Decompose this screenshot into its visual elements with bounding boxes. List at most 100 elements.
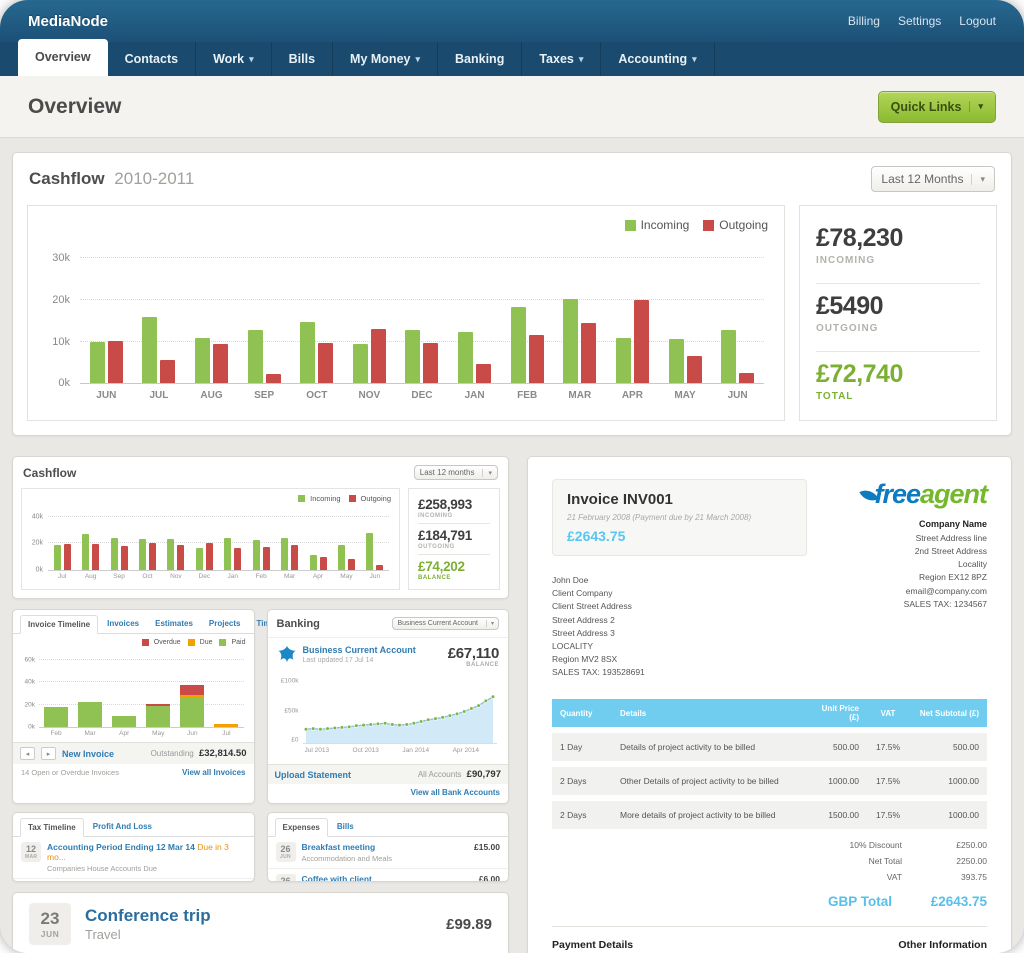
all-accounts-label: All Accounts [417, 770, 462, 779]
table-cell: 17.5% [867, 801, 909, 830]
tab-bills[interactable]: Bills [272, 42, 334, 76]
cashflow-title-text: Cashflow [29, 169, 105, 188]
bar-outgoing [265, 373, 281, 383]
bar-group: Feb [247, 509, 275, 580]
bar-incoming [563, 299, 579, 383]
tab-taxes[interactable]: Taxes ▾ [522, 42, 602, 76]
banking-account-select[interactable]: Business Current Account ▾ [392, 617, 499, 630]
legend-item-incoming: Incoming [298, 494, 341, 503]
new-invoice-link[interactable]: New Invoice [62, 748, 115, 759]
y-axis-label: 20k [24, 701, 35, 709]
view-all-bank-accounts-link[interactable]: View all Bank Accounts [410, 788, 500, 797]
bar-group: Jul [48, 509, 76, 580]
invoice-timeline-panel: Invoice Timeline Invoices Estimates Project… [12, 609, 293, 804]
bar-outgoing [376, 564, 384, 570]
list-item-title-link[interactable]: Accounting Period Ending 12 Mar 14 Due i… [47, 842, 229, 862]
client-address-line: Region MV2 8SX [552, 654, 618, 665]
tab-work[interactable]: Work ▾ [196, 42, 272, 76]
totals-row: 10% Discount £250.00 [552, 837, 987, 853]
bank-eagle-icon [277, 646, 296, 663]
x-axis-label: Oct [142, 573, 153, 580]
next-icon[interactable]: ▸ [41, 747, 56, 760]
list-item-title-link[interactable]: Breakfast meeting [301, 842, 376, 852]
bar-pair [76, 509, 104, 570]
legend-label: Overdue [153, 639, 181, 646]
summary-total: £72,740 TOTAL [816, 350, 980, 410]
tab-profit-and-loss[interactable]: Profit And Loss [92, 822, 152, 831]
quick-links-button[interactable]: Quick Links ▾ [877, 90, 996, 123]
bar-outgoing [291, 545, 299, 570]
tab-projects[interactable]: Projects [208, 619, 241, 628]
bar-pair [133, 246, 186, 383]
right-column: Invoice INV001 21 February 2008 (Payment… [527, 456, 1012, 953]
bar-pair [275, 509, 303, 570]
tab-overview[interactable]: Overview [18, 39, 108, 76]
segment-due [214, 723, 239, 727]
date-day: 12 [26, 844, 37, 854]
x-axis-label: JUN [96, 390, 117, 401]
main-tabbar: Overview Contacts Work ▾ Bills My Money ▾ Banki… [0, 39, 1024, 76]
view-all-invoices-link[interactable]: View all Invoices [182, 768, 246, 777]
banking-x-labels: Jul 2013 Oct 2013 Jan 2014 Apr 2014 [303, 744, 498, 758]
x-axis-label: Feb [50, 730, 62, 737]
tab-accounting[interactable]: Accounting ▾ [601, 42, 715, 76]
invoice-top: Invoice INV001 21 February 2008 (Payment… [552, 479, 988, 679]
mini-cashflow-range-select[interactable]: Last 12 months ▾ [413, 465, 498, 480]
summary-label: OUTGOING [418, 544, 455, 550]
legend-swatch [219, 639, 227, 646]
navbar-link-billing[interactable]: Billing [847, 14, 880, 28]
legend-label: Outgoing [719, 218, 768, 232]
stacked-bar [44, 654, 69, 727]
tab-invoice-timeline[interactable]: Invoice Timeline [20, 615, 99, 634]
tab-expenses[interactable]: Expenses [274, 818, 328, 837]
bar-outgoing [177, 544, 185, 570]
quick-links-label: Quick Links [890, 99, 962, 114]
legend-item-outgoing: Outgoing [703, 218, 768, 232]
payment-details-title: Payment Details [552, 939, 634, 952]
summary-value: £72,740 [816, 359, 903, 388]
tab-my-money[interactable]: My Money ▾ [333, 42, 439, 76]
gridline [48, 515, 389, 517]
tab-estimates[interactable]: Estimates [155, 619, 193, 628]
expense-title-link[interactable]: Conference trip [85, 906, 211, 925]
bar-outgoing [686, 356, 702, 383]
bar-group: SEP [238, 246, 291, 401]
gridline [80, 257, 764, 259]
bar-outgoing [581, 322, 597, 383]
bar-group: May [141, 654, 175, 737]
list-item-subtitle: Companies House Accounts Due [47, 864, 158, 873]
bar-outgoing [205, 543, 213, 570]
totals-value: £250.00 [956, 840, 987, 851]
tab-label: Contacts [124, 52, 179, 66]
legend-label: Due [199, 639, 213, 646]
tab-tax-timeline[interactable]: Tax Timeline [20, 818, 84, 837]
totals-label: VAT [886, 872, 902, 883]
prev-icon[interactable]: ◂ [20, 747, 35, 760]
caret-down-icon: ▾ [692, 54, 697, 64]
bank-account-name-link[interactable]: Business Current Account [302, 645, 416, 655]
cashflow-range-select[interactable]: Last 12 Months ▾ [871, 166, 995, 192]
tab-contacts[interactable]: Contacts [108, 42, 197, 76]
table-header-row: Quantity Details Unit Price (£) VAT Net Subt… [552, 699, 987, 728]
bank-account-balance: £67,110 BALANCE [448, 645, 500, 668]
navbar-link-settings[interactable]: Settings [897, 14, 942, 28]
tab-invoices[interactable]: Invoices [107, 619, 140, 628]
bar-incoming [615, 338, 631, 383]
bar-pair [304, 509, 332, 570]
y-axis-label: £100k [280, 677, 299, 685]
bar-incoming [721, 329, 737, 383]
bar-incoming [668, 338, 684, 383]
upload-statement-button[interactable]: Upload Statement [274, 769, 352, 780]
list-item-title-link[interactable]: Coffee with client [301, 874, 372, 882]
segment-paid [112, 715, 137, 727]
tab-banking[interactable]: Banking [438, 42, 523, 76]
bar-incoming [309, 554, 317, 570]
table-row: 1 Day Details of project activity to be b… [552, 733, 987, 762]
invoice-table-body: 1 Day Details of project activity to be b… [552, 733, 987, 830]
legend-swatch [624, 219, 636, 231]
date-badge: 23 JUN [29, 903, 71, 945]
navbar-link-logout[interactable]: Logout [959, 14, 996, 28]
tab-bills[interactable]: Bills [336, 822, 354, 831]
banking-chart-wrap: £100k £50k £0 Jul 2013 Oct 2013 Jan 2014 Apr … [281, 677, 498, 758]
column-header: Details [612, 699, 805, 728]
